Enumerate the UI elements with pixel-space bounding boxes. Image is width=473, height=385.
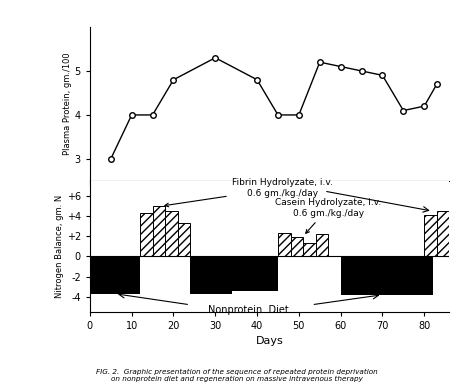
Bar	[190, 256, 232, 294]
Text: FIG. 2.  Graphic presentation of the sequence of repeated protein deprivation
on: FIG. 2. Graphic presentation of the sequ…	[96, 369, 377, 382]
Bar	[232, 256, 278, 291]
Y-axis label: Plasma Protein, gm./100: Plasma Protein, gm./100	[63, 53, 72, 155]
Bar	[278, 233, 290, 256]
Text: Nonprotein  Diet: Nonprotein Diet	[208, 305, 289, 315]
Bar	[341, 256, 433, 295]
Bar	[437, 211, 449, 256]
Bar	[424, 215, 437, 256]
X-axis label: Days: Days	[256, 336, 283, 346]
Bar	[303, 243, 315, 256]
Y-axis label: Nitrogen Balance, gm. N: Nitrogen Balance, gm. N	[55, 195, 64, 298]
Bar	[178, 223, 190, 256]
Bar	[140, 213, 153, 256]
Bar	[165, 211, 178, 256]
Bar	[290, 237, 303, 256]
Text: Casein Hydrolyzate, i.v.
0.6 gm./kg./day: Casein Hydrolyzate, i.v. 0.6 gm./kg./day	[275, 198, 381, 233]
Bar	[315, 234, 328, 256]
Text: Fibrin Hydrolyzate, i.v.
0.6 gm./kg./day: Fibrin Hydrolyzate, i.v. 0.6 gm./kg./day	[165, 178, 333, 207]
Bar	[90, 256, 140, 294]
Bar	[153, 206, 165, 256]
